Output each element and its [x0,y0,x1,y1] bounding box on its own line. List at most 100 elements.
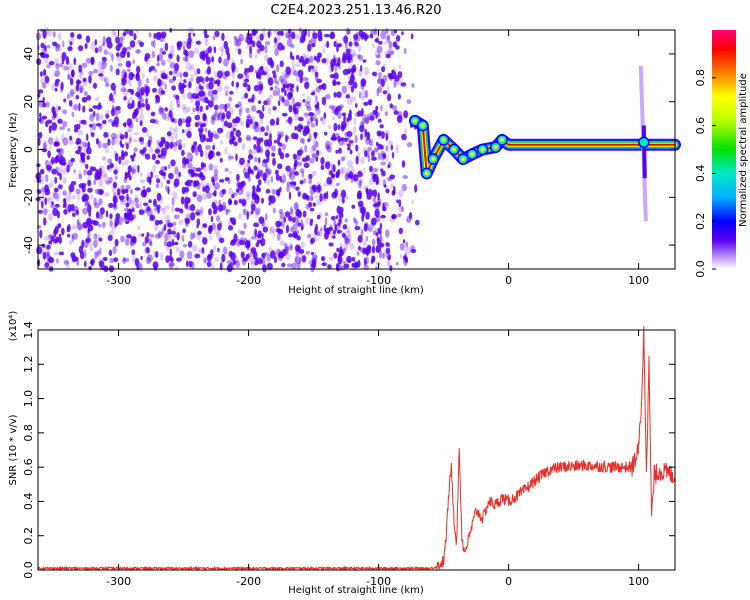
noise-speckle [186,251,193,260]
noise-speckle [232,260,237,265]
noise-speckle [221,253,226,263]
noise-speckle [55,43,60,52]
noise-speckle [388,41,393,49]
noise-speckle [315,156,319,162]
noise-speckle [212,89,218,95]
noise-speckle [269,86,274,91]
noise-speckle [42,69,47,77]
noise-speckle [55,104,60,112]
noise-speckle [143,209,148,214]
noise-speckle [340,120,347,130]
noise-speckle [365,187,369,193]
noise-speckle [171,85,177,91]
noise-speckle [86,146,92,155]
noise-speckle [104,77,107,83]
noise-speckle [331,215,336,221]
noise-speckle [331,163,334,172]
noise-speckle [87,231,90,239]
noise-speckle [247,154,254,160]
noise-speckle [113,150,118,156]
noise-speckle [293,202,299,211]
noise-speckle [346,230,351,238]
noise-speckle [123,96,127,101]
noise-speckle [219,140,224,145]
noise-speckle [255,34,262,41]
noise-speckle [272,230,276,237]
noise-speckle [208,163,214,171]
noise-speckle [133,131,140,136]
noise-speckle [138,209,145,216]
noise-speckle [89,113,94,122]
noise-speckle [302,99,306,103]
noise-speckle [311,68,316,74]
noise-speckle [239,230,245,235]
noise-speckle [167,228,172,235]
carrier-blob-core [420,123,425,128]
noise-speckle [360,96,366,101]
noise-speckle [186,130,192,139]
noise-speckle [269,227,273,235]
noise-speckle [46,244,51,250]
noise-speckle [105,180,111,185]
noise-speckle [389,103,394,109]
noise-speckle [299,180,304,185]
noise-speckle [49,255,53,262]
noise-speckle [300,241,305,249]
noise-speckle [224,84,230,92]
noise-speckle [381,131,385,139]
noise-speckle [139,179,146,184]
noise-speckle [84,201,90,206]
noise-speckle [85,57,92,64]
noise-speckle [370,259,374,264]
noise-speckle [126,51,131,58]
noise-speckle [396,199,399,204]
noise-speckle [310,123,316,128]
noise-speckle [51,40,57,46]
noise-speckle [122,31,127,37]
noise-speckle [377,86,383,93]
noise-speckle [277,188,281,197]
noise-speckle [110,132,117,140]
noise-speckle [126,143,129,150]
noise-speckle [174,207,180,212]
noise-speckle [401,183,407,192]
noise-speckle [299,137,304,144]
noise-speckle [79,87,83,94]
noise-speckle [250,115,256,121]
noise-speckle [305,101,311,109]
noise-speckle [338,64,341,70]
noise-speckle [301,60,307,67]
noise-speckle [158,220,163,225]
noise-speckle [385,156,389,162]
noise-speckle [196,233,201,241]
noise-speckle [300,225,304,231]
noise-speckle [190,158,193,163]
noise-speckle [250,105,257,112]
noise-speckle [350,96,357,102]
noise-speckle [348,47,352,52]
noise-speckle [156,192,162,201]
noise-speckle [272,106,277,111]
noise-speckle [360,133,363,141]
noise-speckle [242,208,247,215]
noise-speckle [380,150,386,156]
noise-speckle [155,98,158,105]
noise-speckle [313,113,316,119]
noise-speckle [101,42,105,46]
noise-speckle [375,266,378,271]
noise-speckle [57,192,61,200]
noise-speckle [82,207,88,215]
noise-speckle [314,105,319,112]
noise-speckle [115,68,120,76]
noise-speckle [65,56,69,65]
noise-speckle [211,56,215,63]
noise-speckle [243,222,247,229]
noise-speckle [294,244,301,252]
noise-speckle [146,128,149,138]
noise-speckle [294,63,301,67]
noise-speckle [158,107,164,116]
noise-speckle [228,251,235,259]
noise-speckle [74,124,78,130]
noise-speckle [155,159,160,165]
noise-speckle [81,62,88,68]
